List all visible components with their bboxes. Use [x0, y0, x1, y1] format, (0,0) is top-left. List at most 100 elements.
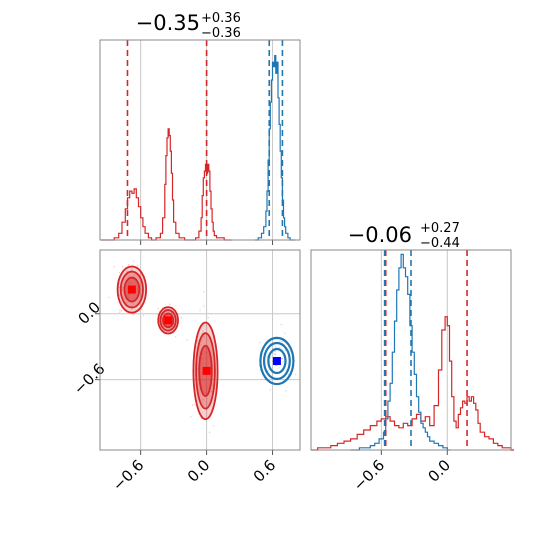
scatter-point — [136, 264, 139, 267]
scatter-point — [130, 269, 133, 271]
scatter-point — [203, 336, 205, 338]
contour-level-3 — [267, 347, 287, 375]
scatter-point — [142, 314, 145, 316]
scatter-point — [169, 303, 171, 305]
scatter-point — [191, 404, 194, 406]
scatter-point — [212, 425, 215, 427]
scatter-point — [197, 368, 199, 370]
scatter-point — [170, 327, 172, 330]
scatter-point — [113, 266, 116, 268]
scatter-point — [280, 323, 283, 326]
x-tick-label: −0.6 — [109, 456, 147, 494]
scatter-point — [267, 370, 269, 372]
hist-series-blue — [254, 55, 296, 241]
scatter-point — [129, 281, 131, 283]
scatter-point — [268, 369, 270, 371]
truth-marker-blue — [272, 356, 281, 365]
scatter-point — [208, 431, 211, 434]
scatter-point — [119, 309, 121, 311]
scatter-point — [180, 317, 183, 319]
scatter-point — [284, 332, 286, 334]
scatter-point — [273, 353, 275, 355]
scatter-point — [207, 317, 209, 319]
scatter-point — [274, 354, 276, 356]
scatter-point — [281, 340, 283, 343]
scatter-point — [205, 357, 207, 359]
title-param1-sup: +0.36 — [201, 11, 241, 26]
scatter-point — [127, 297, 130, 299]
scatter-point — [205, 351, 208, 354]
scatter-point — [118, 286, 120, 288]
scatter-point — [259, 341, 261, 344]
scatter-point — [269, 389, 271, 391]
scatter-point — [202, 399, 204, 401]
title-param2: −0.06 — [348, 223, 412, 247]
scatter-point — [201, 358, 204, 360]
hist-series-red — [311, 316, 514, 451]
scatter-point — [202, 330, 204, 332]
scatter-point — [119, 311, 121, 313]
scatter-point — [166, 314, 169, 316]
scatter-point — [164, 308, 167, 310]
scatter-point — [274, 353, 277, 355]
x-tick-label: 0.6 — [250, 456, 280, 486]
scatter-point — [194, 404, 196, 406]
scatter-point — [120, 310, 123, 312]
scatter-point — [127, 264, 130, 266]
scatter-point — [126, 302, 128, 304]
scatter-point — [133, 275, 135, 277]
scatter-point — [266, 355, 268, 358]
scatter-point — [118, 271, 121, 274]
truth-marker-red — [202, 366, 211, 375]
title-param2-main: −0.06 — [348, 223, 412, 247]
scatter-point — [207, 355, 210, 357]
hist-param1-frame — [99, 39, 301, 241]
truth-marker-red — [164, 316, 173, 325]
scatter-point — [186, 339, 189, 341]
scatter-point — [121, 265, 124, 268]
hist-param2-frame — [310, 249, 512, 451]
contour-level-1 — [259, 336, 295, 386]
scatter-point — [131, 268, 133, 270]
scatter-point — [125, 291, 128, 293]
scatter-point — [274, 350, 277, 353]
scatter-point — [200, 379, 203, 382]
x-tick-label: −0.6 — [350, 456, 388, 494]
truth-marker-red — [127, 285, 136, 294]
scatter-point — [157, 308, 159, 310]
x-tick-label: 0.0 — [424, 456, 454, 486]
scatter-point — [204, 392, 207, 394]
scatter-point — [128, 293, 130, 295]
scatter-point — [130, 309, 133, 311]
scatter-point — [127, 294, 129, 296]
scatter-point — [124, 297, 126, 300]
contour-level-2 — [262, 341, 291, 381]
scatter-point — [190, 416, 192, 418]
y-tick-label: −0.6 — [70, 360, 108, 398]
scatter-point — [281, 357, 283, 360]
scatter-point — [125, 301, 127, 304]
scatter-point — [211, 390, 213, 393]
scatter-point — [197, 340, 199, 342]
scatter-point — [279, 347, 281, 349]
scatter-point — [281, 358, 283, 360]
title-param2-sub: −0.44 — [420, 236, 460, 251]
scatter-point — [136, 290, 138, 292]
scatter-point — [282, 361, 284, 363]
hist-series-blue — [350, 253, 451, 451]
scatter-point — [271, 360, 274, 362]
title-param1-main: −0.35 — [136, 11, 200, 35]
scatter-point — [126, 270, 128, 272]
hist-param1-panel — [101, 40, 296, 245]
scatter-point — [199, 309, 201, 312]
scatter-point — [289, 350, 291, 352]
hist-series-red — [101, 128, 232, 241]
scatter-point — [132, 314, 134, 316]
title-param1-sub: −0.36 — [201, 26, 241, 41]
scatter-point — [203, 305, 205, 307]
hist-param2-panel: −0.6 0.0 — [311, 250, 514, 495]
scatter-point — [129, 282, 131, 285]
scatter-point — [278, 367, 280, 369]
scatter-point — [279, 340, 281, 343]
